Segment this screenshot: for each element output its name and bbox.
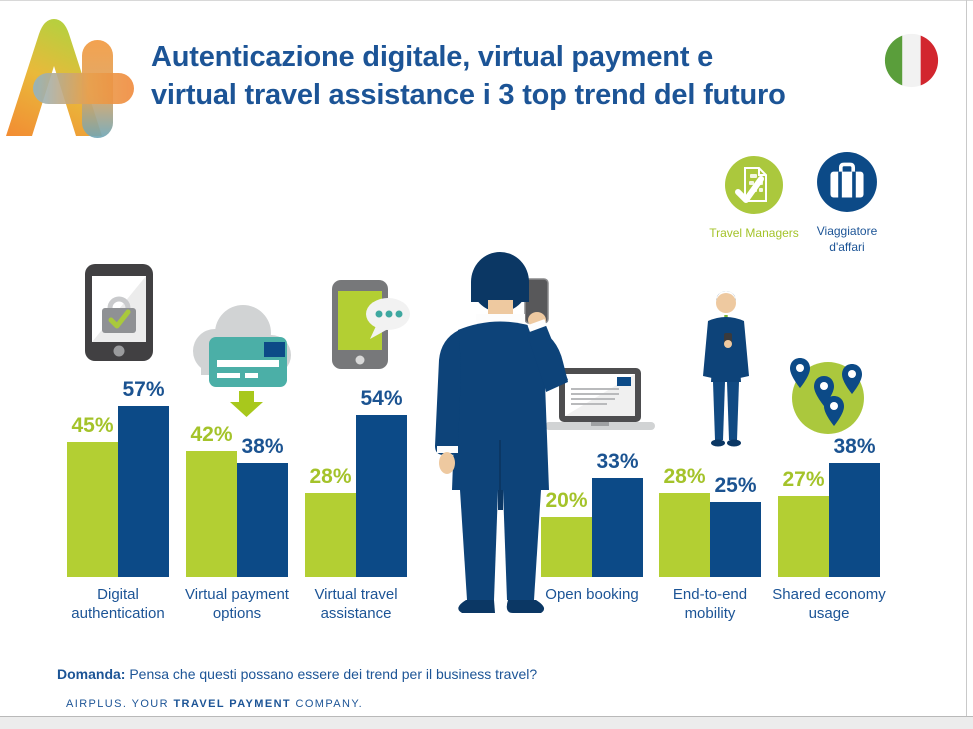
bar-travel-managers [305,493,356,577]
bar-group-2: 42% 38% Virtual payment options [185,377,289,629]
category-label: End-to-end mobility [672,586,748,622]
smartphone-lock-icon [85,264,153,361]
legend-label-business-traveler: Viaggiatore d'affari [816,224,878,254]
bar-column: 25% [710,474,761,577]
bar-viaggiatore-d-affari [592,478,643,577]
page-title: Autenticazione digitale, virtual payment… [151,38,786,114]
value-label: 28% [663,465,706,488]
bar-pair: 45% 57% [67,378,169,577]
legend-item-business-traveler: Viaggiatore d'affari [802,151,892,255]
question-text: Domanda: Pensa che questi possano essere… [57,666,537,682]
bar-viaggiatore-d-affari [118,406,169,577]
category-label: Virtual travel assistance [314,586,398,622]
bar-column: 28% [659,465,710,577]
legend-item-travel-managers: Travel Managers [709,155,799,241]
bar-column: 38% [829,435,880,577]
bar-column: 42% [186,423,237,577]
category-label: Shared economy usage [772,586,886,622]
question-body: Pensa che questi possano essere dei tren… [125,666,538,682]
window-top-border [0,0,973,1]
legend-label-travel-managers: Travel Managers [709,226,799,240]
travel-document-check-icon [725,156,783,214]
value-label: 28% [309,465,352,488]
window-bottom-bar [0,716,973,729]
bar-column: 45% [67,414,118,577]
bar-pair: 42% 38% [186,423,288,577]
value-label: 27% [782,468,825,491]
value-label: 20% [545,489,588,512]
bar-travel-managers [186,451,237,577]
bar-pair: 28% 25% [659,465,761,577]
bar-viaggiatore-d-affari [710,502,761,577]
brand-bold: TRAVEL PAYMENT [173,698,292,710]
bar-pair: 27% 38% [778,435,880,577]
bar-group-1: 45% 57% Digital authentication [67,377,169,629]
title-line-1: Autenticazione digitale, virtual payment… [151,41,714,73]
value-label: 42% [190,423,233,446]
bar-group-3: 28% 54% Virtual travel assistance [305,377,407,629]
bar-travel-managers [659,493,710,577]
bar-group-5: 28% 25% End-to-end mobility [659,377,761,629]
bar-column: 38% [237,435,288,577]
value-label: 57% [122,378,165,401]
bar-column: 20% [541,489,592,577]
bar-column: 33% [592,450,643,577]
italy-flag-icon [884,33,939,88]
bar-viaggiatore-d-affari [356,415,407,577]
brand-pre: AIRPLUS. YOUR [66,698,174,710]
value-label: 33% [596,450,639,473]
bar-travel-managers [541,517,592,577]
value-label: 38% [241,435,284,458]
suitcase-icon [817,152,877,212]
bar-viaggiatore-d-affari [829,463,880,577]
bar-column: 28% [305,465,356,577]
window-right-border [966,0,967,716]
bar-column: 54% [356,387,407,577]
title-line-2: virtual travel assistance i 3 top trend … [151,79,786,111]
bar-travel-managers [67,442,118,577]
smartphone-chat-icon [332,280,410,369]
category-label: Virtual payment options [185,586,289,622]
bar-pair: 20% 33% [541,450,643,577]
bar-column: 57% [118,378,169,577]
laptop-icon [545,368,655,430]
value-label: 25% [714,474,757,497]
business-traveler-figure-icon [703,291,749,447]
bar-pair: 28% 54% [305,387,407,577]
question-label: Domanda: [57,666,126,682]
bar-travel-managers [778,496,829,577]
cloud-credit-card-icon [193,305,291,417]
category-label: Open booking [545,586,639,603]
value-label: 54% [360,387,403,410]
brand-post: COMPANY. [291,698,364,710]
businessman-back-figure [435,252,568,613]
bar-column: 27% [778,468,829,577]
bar-group-6: 27% 38% Shared economy usage [772,377,885,629]
map-pins-circle-icon [790,358,864,434]
category-label: Digital authentication [71,586,165,622]
brand-tagline: AIRPLUS. YOUR TRAVEL PAYMENT COMPANY. [66,698,363,710]
value-label: 38% [833,435,876,458]
value-label: 45% [71,414,114,437]
bar-group-4: 20% 33% Open booking [541,377,643,629]
bar-viaggiatore-d-affari [237,463,288,577]
airplus-logo [6,19,134,138]
